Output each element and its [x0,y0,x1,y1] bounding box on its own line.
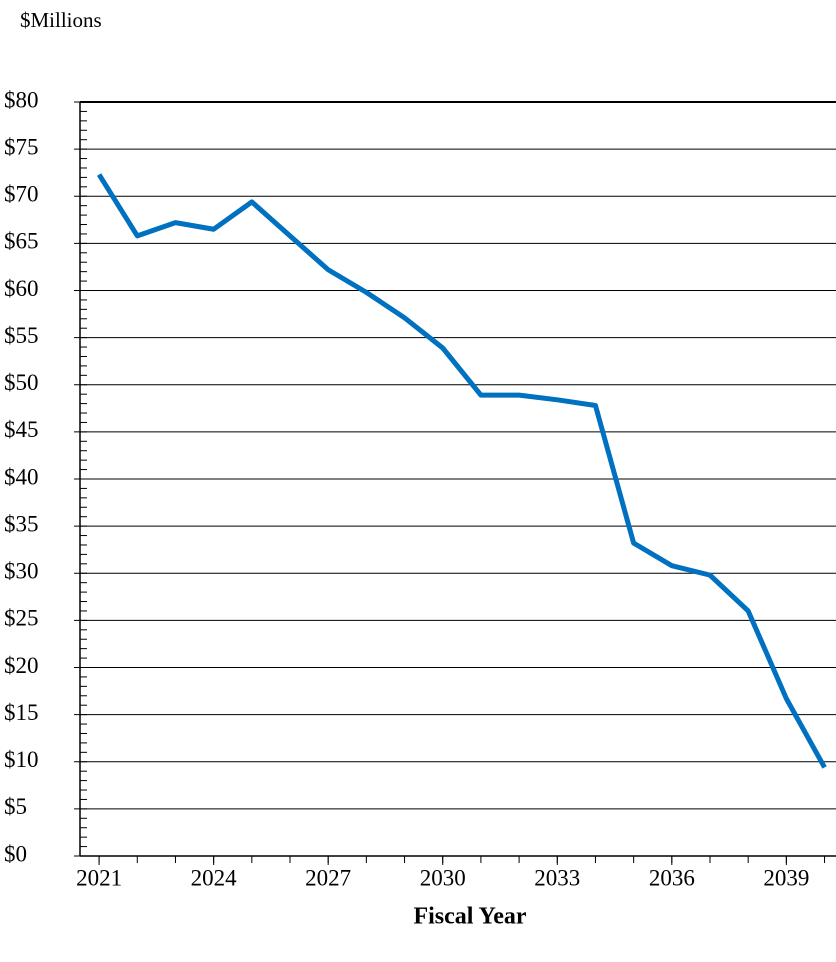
x-axis-label: Fiscal Year [413,904,526,930]
y-tick-label: $65 [4,229,39,254]
x-tick-label: 2024 [191,865,238,890]
y-tick-label: $15 [4,700,39,725]
y-tick-label: $75 [4,134,39,159]
y-tick-label: $25 [4,606,39,631]
y-tick-label: $5 [4,794,27,819]
x-tick-label: 2030 [420,865,466,890]
x-tick-label: 2021 [76,865,122,890]
y-tick-label: $70 [4,182,39,207]
y-tick-label: $80 [4,87,39,112]
y-tick-label: $0 [4,841,27,866]
x-tick-label: 2033 [534,865,580,890]
data-line [96,173,827,769]
y-tick-label: $60 [4,276,39,301]
x-tick-label: 2039 [763,865,809,890]
y-tick-label: $45 [4,417,39,442]
y-tick-label: $20 [4,653,39,678]
y-tick-label: $35 [4,511,39,536]
y-tick-label: $40 [4,464,39,489]
y-tick-label: $10 [4,747,39,772]
chart-title: $Millions [20,8,102,32]
y-tick-label: $50 [4,370,39,395]
x-tick-label: 2036 [649,865,695,890]
x-tick-label: 2027 [305,865,351,890]
y-tick-label: $55 [4,323,39,348]
y-tick-label: $30 [4,559,39,584]
